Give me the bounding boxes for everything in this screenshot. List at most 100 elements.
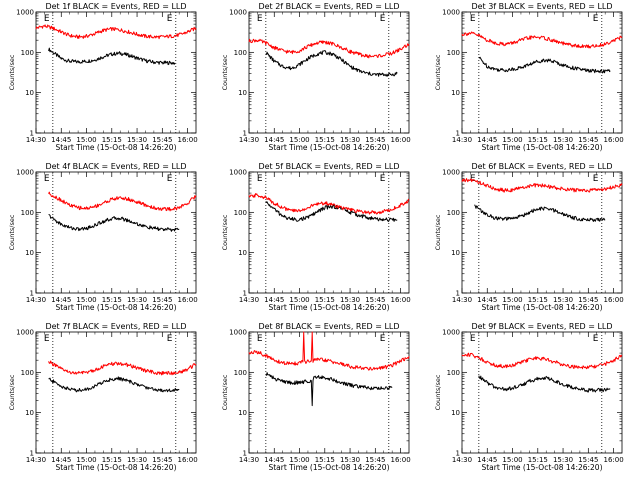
- x-tick-label: 15:15: [102, 136, 122, 144]
- chart-panel-8: Det 8f BLACK = Events, RED = LLD 1 10 100 10…: [221, 322, 411, 472]
- events-series-line: [265, 201, 398, 222]
- x-tick-label: 15:45: [152, 296, 172, 304]
- x-tick-label: 15:15: [528, 456, 548, 464]
- x-tick-label: 15:45: [578, 136, 598, 144]
- lld-series-line: [461, 352, 623, 370]
- event-marker-label: E: [593, 334, 599, 344]
- y-tick-label: 1000: [16, 329, 34, 337]
- chart-panel-3: Det 3f BLACK = Events, RED = LLD 1 10 100 10…: [434, 2, 624, 152]
- x-tick-label: 14:30: [239, 456, 259, 464]
- x-tick-label: 14:30: [26, 456, 46, 464]
- y-axis-label: Counts/sec: [221, 374, 229, 410]
- y-tick-label: 1000: [16, 169, 34, 177]
- y-tick-label: 10: [25, 89, 34, 97]
- x-tick-label: 14:30: [452, 136, 472, 144]
- x-tick-label: 14:30: [239, 136, 259, 144]
- x-tick-label: 15:15: [315, 456, 335, 464]
- x-tick-label: 15:30: [340, 456, 360, 464]
- x-tick-label: 15:30: [127, 136, 147, 144]
- x-tick-label: 15:00: [289, 296, 309, 304]
- chart-panel-7: Det 7f BLACK = Events, RED = LLD 1 10 100 10…: [8, 322, 198, 472]
- x-tick-label: 15:30: [127, 296, 147, 304]
- x-tick-label: 14:45: [264, 136, 284, 144]
- x-tick-label: 14:45: [477, 136, 497, 144]
- y-tick-label: 1: [243, 450, 247, 458]
- chart-title: Det 4f BLACK = Events, RED = LLD: [45, 162, 186, 171]
- chart-title: Det 2f BLACK = Events, RED = LLD: [258, 2, 399, 11]
- axes-frame: [461, 11, 623, 134]
- chart-title: Det 9f BLACK = Events, RED = LLD: [471, 322, 612, 331]
- x-axis-label: Start Time (15-Oct-08 14:26:20): [268, 303, 389, 312]
- y-axis-label: Counts/sec: [434, 214, 442, 250]
- axes-frame: [35, 171, 197, 294]
- x-tick-label: 15:30: [553, 136, 573, 144]
- y-tick-label: 1: [243, 290, 247, 298]
- x-axis-label: Start Time (15-Oct-08 14:26:20): [55, 303, 176, 312]
- x-tick-label: 15:30: [127, 456, 147, 464]
- chart-panel-6: Det 6f BLACK = Events, RED = LLD 1 10 100 10…: [434, 162, 624, 312]
- x-tick-label: 16:00: [390, 456, 410, 464]
- x-tick-label: 15:00: [502, 136, 522, 144]
- x-tick-label: 15:45: [365, 136, 385, 144]
- x-tick-label: 16:00: [390, 296, 410, 304]
- event-marker-label: E: [380, 334, 386, 344]
- events-series-line: [48, 213, 180, 232]
- x-tick-label: 15:45: [365, 456, 385, 464]
- lld-series-line: [248, 38, 410, 59]
- axes-frame: [35, 331, 197, 454]
- x-tick-label: 14:45: [264, 456, 284, 464]
- y-tick-label: 1000: [229, 329, 247, 337]
- y-tick-label: 1000: [16, 9, 34, 17]
- y-tick-label: 10: [451, 249, 460, 257]
- event-marker-label: E: [470, 334, 476, 344]
- x-tick-label: 15:15: [102, 296, 122, 304]
- x-tick-label: 15:45: [578, 296, 598, 304]
- y-tick-label: 10: [238, 89, 247, 97]
- x-tick-label: 15:15: [315, 296, 335, 304]
- event-marker-label: E: [167, 334, 173, 344]
- x-tick-label: 15:30: [553, 456, 573, 464]
- event-marker-label: E: [593, 14, 599, 24]
- x-tick-label: 15:30: [553, 296, 573, 304]
- y-tick-label: 10: [451, 409, 460, 417]
- lld-series-line: [48, 191, 197, 212]
- x-tick-label: 15:00: [502, 456, 522, 464]
- lld-series-line: [248, 193, 410, 215]
- x-tick-label: 16:00: [603, 296, 623, 304]
- chart-title: Det 8f BLACK = Events, RED = LLD: [258, 322, 399, 331]
- x-tick-label: 14:30: [452, 296, 472, 304]
- x-tick-label: 16:00: [603, 456, 623, 464]
- x-tick-label: 16:00: [177, 136, 197, 144]
- lld-series-line: [48, 360, 197, 376]
- y-tick-label: 1000: [229, 9, 247, 17]
- x-tick-label: 14:30: [452, 456, 472, 464]
- lld-series-line: [248, 331, 410, 371]
- x-tick-label: 15:15: [528, 296, 548, 304]
- x-tick-label: 15:45: [578, 456, 598, 464]
- y-tick-label: 10: [238, 409, 247, 417]
- x-axis-label: Start Time (15-Oct-08 14:26:20): [55, 463, 176, 472]
- lld-series-line: [35, 24, 197, 40]
- x-tick-label: 15:30: [340, 296, 360, 304]
- chart-panel-9: Det 9f BLACK = Events, RED = LLD 1 10 100 10…: [434, 322, 624, 472]
- events-series-line: [48, 376, 180, 393]
- chart-panel-5: Det 5f BLACK = Events, RED = LLD 1 10 100 10…: [221, 162, 411, 312]
- event-marker-label: E: [44, 14, 50, 24]
- x-tick-label: 15:15: [102, 456, 122, 464]
- event-marker-label: E: [593, 174, 599, 184]
- x-tick-label: 15:45: [152, 136, 172, 144]
- x-tick-label: 14:30: [239, 296, 259, 304]
- x-tick-label: 15:15: [528, 136, 548, 144]
- x-tick-label: 14:30: [26, 136, 46, 144]
- axes-frame: [461, 171, 623, 294]
- y-tick-label: 1: [30, 130, 34, 138]
- x-axis-label: Start Time (15-Oct-08 14:26:20): [55, 143, 176, 152]
- event-marker-label: E: [257, 334, 263, 344]
- x-tick-label: 15:00: [502, 296, 522, 304]
- y-tick-label: 100: [21, 209, 34, 217]
- y-tick-label: 10: [25, 409, 34, 417]
- event-marker-label: E: [44, 174, 50, 184]
- y-tick-label: 1: [30, 290, 34, 298]
- x-tick-label: 14:30: [26, 296, 46, 304]
